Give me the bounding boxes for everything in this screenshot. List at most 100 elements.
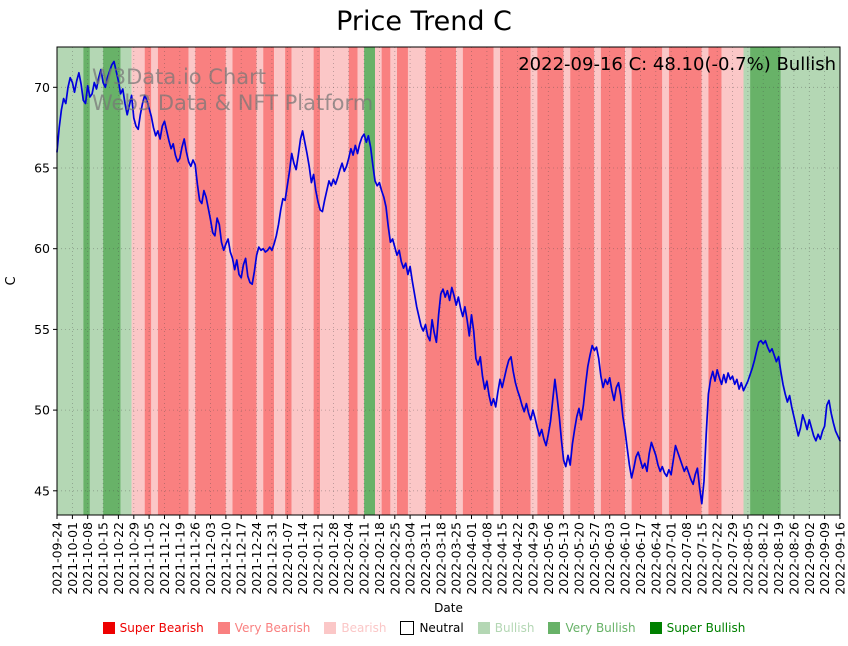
- x-tick-label: 2022-06-17: [633, 522, 648, 595]
- x-tick-label: 2022-07-08: [679, 522, 694, 595]
- sentiment-band-very_bullish: [750, 47, 781, 515]
- x-tick-label: 2021-12-31: [264, 522, 279, 595]
- sentiment-band-very_bullish: [103, 47, 121, 515]
- sentiment-band-very_bearish: [537, 47, 564, 515]
- x-tick-label: 2021-11-19: [172, 522, 187, 595]
- sentiment-band-bullish: [89, 47, 104, 515]
- sentiment-band-bearish: [563, 47, 571, 515]
- price-line: [56, 60, 841, 505]
- sentiment-band-bearish: [151, 47, 158, 515]
- legend-swatch-neutral: [400, 621, 415, 635]
- x-tick-label: 2022-03-25: [449, 522, 464, 595]
- x-tick-label: 2022-02-25: [387, 522, 402, 595]
- legend-swatch-bearish: [324, 622, 337, 634]
- sentiment-band-bearish: [225, 47, 233, 515]
- legend-item-super_bearish: Super Bearish: [102, 621, 204, 635]
- sentiment-band-bearish: [493, 47, 501, 515]
- x-tick-label: 2022-04-22: [510, 522, 525, 595]
- sentiment-band-very_bearish: [285, 47, 292, 515]
- sentiment-band-bullish: [120, 47, 132, 515]
- sentiment-band-very_bearish: [397, 47, 408, 515]
- x-tick-label: 2022-01-28: [326, 522, 341, 595]
- legend: Super Bearish Very Bearish Bearish Neutral B…: [0, 621, 848, 635]
- sentiment-band-bearish: [375, 47, 382, 515]
- x-tick-label: 2021-10-15: [96, 522, 111, 595]
- sentiment-band-bullish: [780, 47, 840, 515]
- sentiment-band-very_bearish: [157, 47, 189, 515]
- sentiment-band-bearish: [188, 47, 196, 515]
- x-tick-label: 2022-08-26: [786, 522, 801, 595]
- y-tick-label: 55: [34, 322, 50, 337]
- x-axis-label: Date: [434, 601, 463, 615]
- x-tick-label: 2022-03-04: [403, 522, 418, 595]
- x-tick-label: 2021-11-05: [142, 522, 157, 595]
- x-tick-label: 2021-12-10: [218, 522, 233, 595]
- legend-item-very_bearish: Very Bearish: [217, 621, 310, 635]
- sentiment-band-bearish: [594, 47, 601, 515]
- legend-swatch-very_bearish: [217, 622, 230, 634]
- sentiment-band-bearish: [291, 47, 314, 515]
- sentiment-band-bearish: [131, 47, 145, 515]
- sentiment-band-very_bearish: [600, 47, 625, 515]
- y-tick-label: 50: [34, 403, 50, 418]
- legend-item-very_bullish: Very Bullish: [548, 621, 636, 635]
- x-tick-label: 2022-05-06: [541, 522, 556, 595]
- x-tick-label: 2022-04-08: [479, 522, 494, 595]
- sentiment-band-bullish: [57, 47, 84, 515]
- x-tick-label: 2021-12-24: [249, 522, 264, 595]
- x-tick-label: 2022-02-11: [357, 522, 372, 595]
- sentiment-band-bearish: [721, 47, 744, 515]
- x-tick-label: 2022-03-18: [433, 522, 448, 595]
- sentiment-band-very_bearish: [263, 47, 275, 515]
- sentiment-band-bearish: [701, 47, 709, 515]
- sentiment-band-very_bearish: [631, 47, 663, 515]
- sentiment-band-very_bearish: [195, 47, 226, 515]
- legend-label-super_bearish: Super Bearish: [119, 621, 204, 635]
- x-tick-label: 2022-09-02: [802, 522, 817, 595]
- x-tick-label: 2022-05-20: [572, 522, 587, 595]
- x-tick-label: 2022-07-22: [710, 522, 725, 595]
- legend-item-bullish: Bullish: [477, 621, 534, 635]
- sentiment-band-bearish: [274, 47, 286, 515]
- x-tick-label: 2022-07-15: [694, 522, 709, 595]
- x-tick-label: 2022-04-29: [525, 522, 540, 595]
- legend-label-very_bullish: Very Bullish: [565, 621, 636, 635]
- sentiment-band-bearish: [530, 47, 538, 515]
- x-tick-label: 2022-08-05: [740, 522, 755, 595]
- sentiment-band-very_bullish: [364, 47, 376, 515]
- x-tick-label: 2022-08-19: [771, 522, 786, 595]
- x-tick-label: 2021-12-17: [234, 522, 249, 595]
- legend-item-neutral: Neutral: [400, 621, 464, 635]
- sentiment-band-very_bearish: [313, 47, 321, 515]
- y-tick-label: 70: [34, 80, 50, 95]
- sentiment-band-very_bearish: [570, 47, 595, 515]
- x-tick-label: 2022-09-16: [833, 522, 848, 595]
- x-tick-label: 2022-02-04: [341, 522, 356, 595]
- x-tick-label: 2021-10-29: [126, 522, 141, 595]
- legend-swatch-super_bearish: [102, 622, 115, 634]
- sentiment-band-bearish: [256, 47, 264, 515]
- sentiment-band-very_bearish: [462, 47, 494, 515]
- sentiment-band-very_bearish: [144, 47, 152, 515]
- sentiment-band-bearish: [662, 47, 669, 515]
- x-tick-label: 2022-07-29: [725, 522, 740, 595]
- x-tick-label: 2022-04-15: [495, 522, 510, 595]
- x-tick-label: 2021-11-26: [188, 522, 203, 595]
- legend-item-bearish: Bearish: [324, 621, 386, 635]
- x-tick-label: 2021-09-24: [50, 522, 65, 595]
- x-tick-label: 2022-01-21: [311, 522, 326, 595]
- x-tick-label: 2022-06-10: [618, 522, 633, 595]
- chart-title: Price Trend C: [336, 6, 512, 37]
- legend-label-super_bullish: Super Bullish: [666, 621, 746, 635]
- sentiment-band-bearish: [320, 47, 349, 515]
- sentiment-band-bearish: [625, 47, 632, 515]
- legend-label-bearish: Bearish: [341, 621, 387, 635]
- y-tick-label: 45: [34, 483, 50, 498]
- sentiment-band-bullish: [743, 47, 751, 515]
- x-tick-label: 2021-10-08: [80, 522, 95, 595]
- y-tick-label: 65: [34, 161, 50, 176]
- sentiment-band-bearish: [407, 47, 426, 515]
- last-value-annotation: 2022-09-16 C: 48.10(-0.7%) Bullish: [518, 54, 836, 75]
- x-tick-label: 2022-05-13: [556, 522, 571, 595]
